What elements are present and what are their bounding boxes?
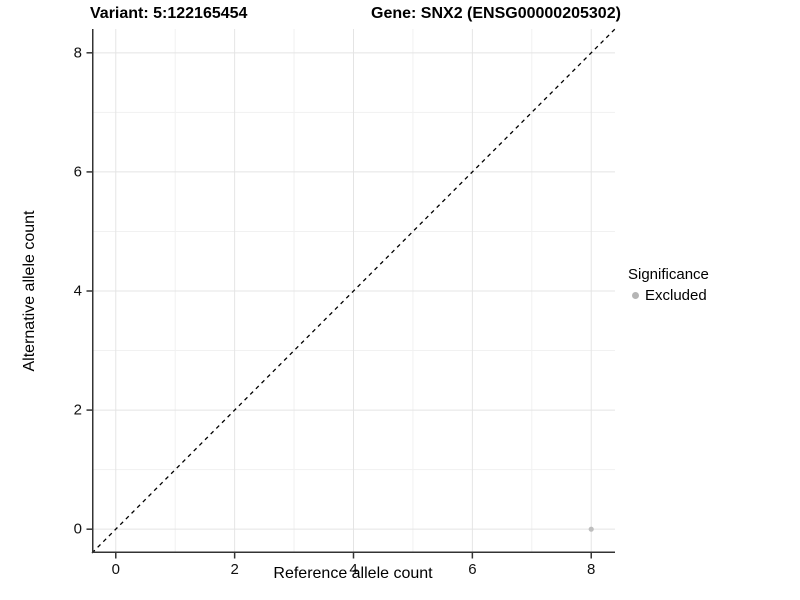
y-tick-label: 4 (73, 282, 82, 300)
variant-title: Variant: 5:122165454 (90, 5, 248, 22)
y-tick-label: 8 (73, 44, 82, 62)
x-tick-label: 6 (468, 561, 477, 578)
y-tick-label: 2 (73, 401, 82, 419)
x-tick-label: 2 (230, 561, 239, 578)
x-tick-label: 4 (349, 561, 358, 578)
excluded-point-icon (632, 292, 639, 299)
identity-reference-line (91, 28, 616, 554)
y-axis-title: Alternative allele count (21, 210, 38, 372)
legend-title: Significance (628, 266, 709, 283)
x-axis-title: Reference allele count (273, 565, 433, 582)
y-tick-label: 0 (73, 520, 82, 538)
legend-item-label: Excluded (645, 287, 707, 304)
data-point-excluded (588, 526, 594, 532)
plot-canvas (86, 28, 616, 559)
x-tick-label: 0 (111, 561, 120, 578)
x-tick-label: 8 (587, 561, 596, 578)
y-tick-label: 6 (73, 163, 82, 181)
gene-title: Gene: SNX2 (ENSG00000205302) (371, 5, 621, 22)
plot-panel: 0 2 4 6 8 0 2 4 6 8 (74, 28, 616, 578)
legend: Significance Excluded (628, 266, 709, 304)
legend-item-excluded: Excluded (628, 287, 709, 304)
